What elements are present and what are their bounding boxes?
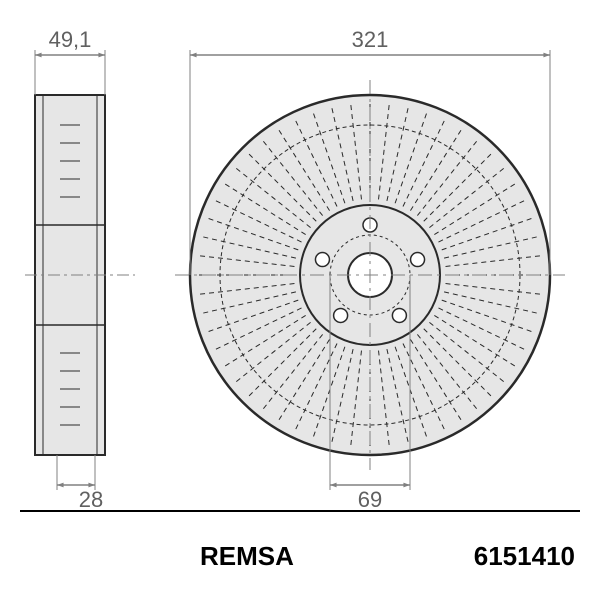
footer-divider [20, 510, 580, 512]
svg-text:69: 69 [358, 487, 382, 510]
svg-text:321: 321 [352, 27, 389, 52]
brand-label: REMSA [200, 541, 294, 572]
part-number: 6151410 [474, 541, 575, 572]
diagram-svg: 49,1 28 321 69 [0, 0, 600, 510]
svg-text:49,1: 49,1 [49, 27, 92, 52]
svg-text:28: 28 [79, 487, 103, 510]
technical-diagram: 49,1 28 321 69 [0, 0, 600, 510]
